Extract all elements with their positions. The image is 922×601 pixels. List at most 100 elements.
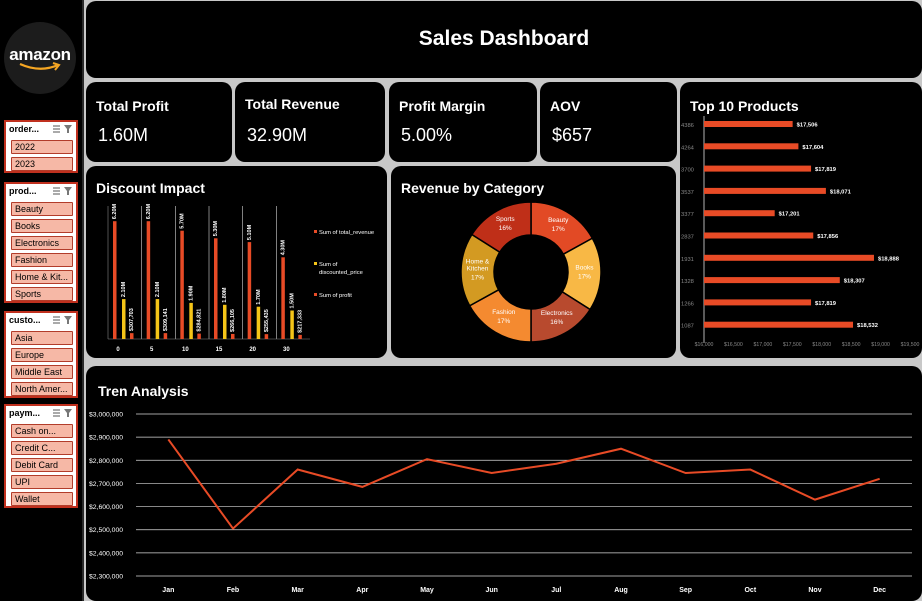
- slice-label: Sports: [496, 216, 516, 223]
- legend-swatch: [314, 293, 317, 296]
- multi-select-icon[interactable]: [53, 316, 60, 324]
- data-label: 1.80M: [222, 287, 228, 303]
- slicer-3: paym... Cash on... Credit C... Debit Card UP…: [4, 404, 78, 508]
- slicer-title: custo...: [9, 315, 41, 325]
- category-label: Oct: [744, 587, 756, 594]
- discount-impact-panel: Discount Impact 6.20M 2.10M $307,703 0 6.20M…: [86, 166, 387, 358]
- slicer-title: order...: [9, 124, 40, 134]
- top-products-panel: Top 10 Products 4386 $17,506 4264 $17,604 37…: [680, 82, 922, 358]
- category-label: 3700: [681, 168, 694, 174]
- kpi-value: 32.90M: [247, 125, 308, 145]
- bar-2: [197, 333, 201, 339]
- slicer-2: custo... Asia Europe Middle East North Amer.…: [4, 311, 78, 398]
- bar-0: [214, 238, 218, 339]
- dashboard-title: Sales Dashboard: [418, 27, 590, 50]
- data-label: $284,821: [197, 309, 203, 332]
- slicer-item[interactable]: Credit C...: [11, 441, 73, 455]
- category-label: 4264: [681, 145, 695, 151]
- donut-slice: [470, 201, 532, 254]
- data-label: $18,532: [857, 323, 878, 329]
- revenue-category-panel: Revenue by Category Beauty 17% Books 17% Ele…: [391, 166, 676, 358]
- slicer-controls: [53, 125, 72, 133]
- data-label: 6.20M: [112, 203, 118, 219]
- slicer-item[interactable]: UPI: [11, 475, 73, 489]
- bar-2: [298, 334, 302, 339]
- clear-filter-icon[interactable]: [64, 316, 72, 324]
- data-label: $17,819: [815, 301, 837, 307]
- category-label: Nov: [808, 587, 821, 594]
- bar-2: [231, 333, 235, 339]
- data-label: 5.70M: [180, 213, 186, 229]
- slice-label: Fashion: [492, 309, 516, 316]
- product-bar: [704, 165, 812, 172]
- legend-label: Sum of total_revenue: [319, 230, 374, 236]
- slicer-item[interactable]: Middle East: [11, 365, 73, 379]
- slicer-item[interactable]: Electronics: [11, 236, 73, 250]
- bar-2: [130, 333, 134, 339]
- bar-1: [290, 310, 294, 339]
- bar-0: [281, 257, 285, 339]
- title-panel: Sales Dashboard: [86, 1, 922, 78]
- chart-title: Revenue by Category: [401, 180, 545, 196]
- slice-label: Electronics: [541, 310, 574, 317]
- kpi-label: Total Revenue: [245, 96, 340, 112]
- chart-title: Discount Impact: [96, 180, 205, 196]
- product-bar: [704, 121, 793, 127]
- product-bar: [704, 210, 775, 217]
- slicer-controls: [53, 409, 72, 417]
- slice-label: Books: [575, 265, 594, 272]
- data-label: $18,888: [878, 256, 900, 262]
- product-bar: [704, 143, 799, 150]
- bar-1: [155, 299, 160, 339]
- multi-select-icon[interactable]: [53, 409, 60, 417]
- slicer-item[interactable]: Home & Kit...: [11, 270, 73, 284]
- slicer-item[interactable]: 2023: [11, 157, 73, 171]
- chart-title: Tren Analysis: [98, 383, 189, 399]
- category-label: Jan: [162, 587, 174, 594]
- data-label: 1.50M: [290, 293, 296, 309]
- kpi-label: Profit Margin: [399, 98, 486, 114]
- data-label: $17,506: [797, 123, 819, 129]
- bar-0: [180, 230, 184, 339]
- tick-label: $2,300,000: [89, 574, 123, 581]
- slicer-item[interactable]: North Amer...: [11, 382, 73, 396]
- category-label: 1931: [681, 257, 694, 263]
- multi-select-icon[interactable]: [53, 125, 60, 133]
- tick-label: $2,800,000: [89, 458, 123, 465]
- slicer-item[interactable]: Cash on...: [11, 424, 73, 438]
- clear-filter-icon[interactable]: [64, 409, 72, 417]
- category-label: 4386: [681, 123, 694, 129]
- category-label: Aug: [614, 587, 628, 594]
- data-label: $307,703: [129, 308, 135, 331]
- slicer-item[interactable]: Fashion: [11, 253, 73, 267]
- category-label: Feb: [227, 587, 239, 594]
- data-label: $18,307: [844, 279, 865, 285]
- slicer-item[interactable]: Beauty: [11, 202, 73, 216]
- category-label: 2837: [681, 235, 694, 241]
- bar-1: [122, 299, 126, 339]
- slicer-item[interactable]: Asia: [11, 331, 73, 345]
- clear-filter-icon[interactable]: [64, 125, 72, 133]
- category-label: 5: [150, 347, 154, 353]
- tick-label: $18,500: [842, 342, 861, 348]
- slicer-item[interactable]: Wallet: [11, 492, 73, 506]
- multi-select-icon[interactable]: [53, 187, 60, 195]
- clear-filter-icon[interactable]: [64, 187, 72, 195]
- bar-2: [163, 333, 168, 339]
- kpi-total-profit: Total Profit 1.60M: [86, 82, 232, 162]
- category-label: 30: [283, 347, 290, 353]
- logo-text: amazon: [9, 45, 71, 64]
- slicer-item[interactable]: Debit Card: [11, 458, 73, 472]
- data-label: 1.90M: [189, 285, 195, 301]
- slice-label: Kitchen: [467, 265, 489, 272]
- slicer-item[interactable]: 2022: [11, 140, 73, 154]
- kpi-value: $657: [552, 125, 593, 145]
- tick-label: $2,700,000: [89, 481, 123, 488]
- slicer-item[interactable]: Sports: [11, 287, 73, 301]
- chart-title: Top 10 Products: [690, 98, 799, 114]
- slicer-item[interactable]: Europe: [11, 348, 73, 362]
- kpi-aov: AOV $657: [540, 82, 677, 162]
- slicer-item[interactable]: Books: [11, 219, 73, 233]
- legend-label: Sum of: [319, 262, 338, 268]
- data-label: $17,201: [779, 212, 801, 218]
